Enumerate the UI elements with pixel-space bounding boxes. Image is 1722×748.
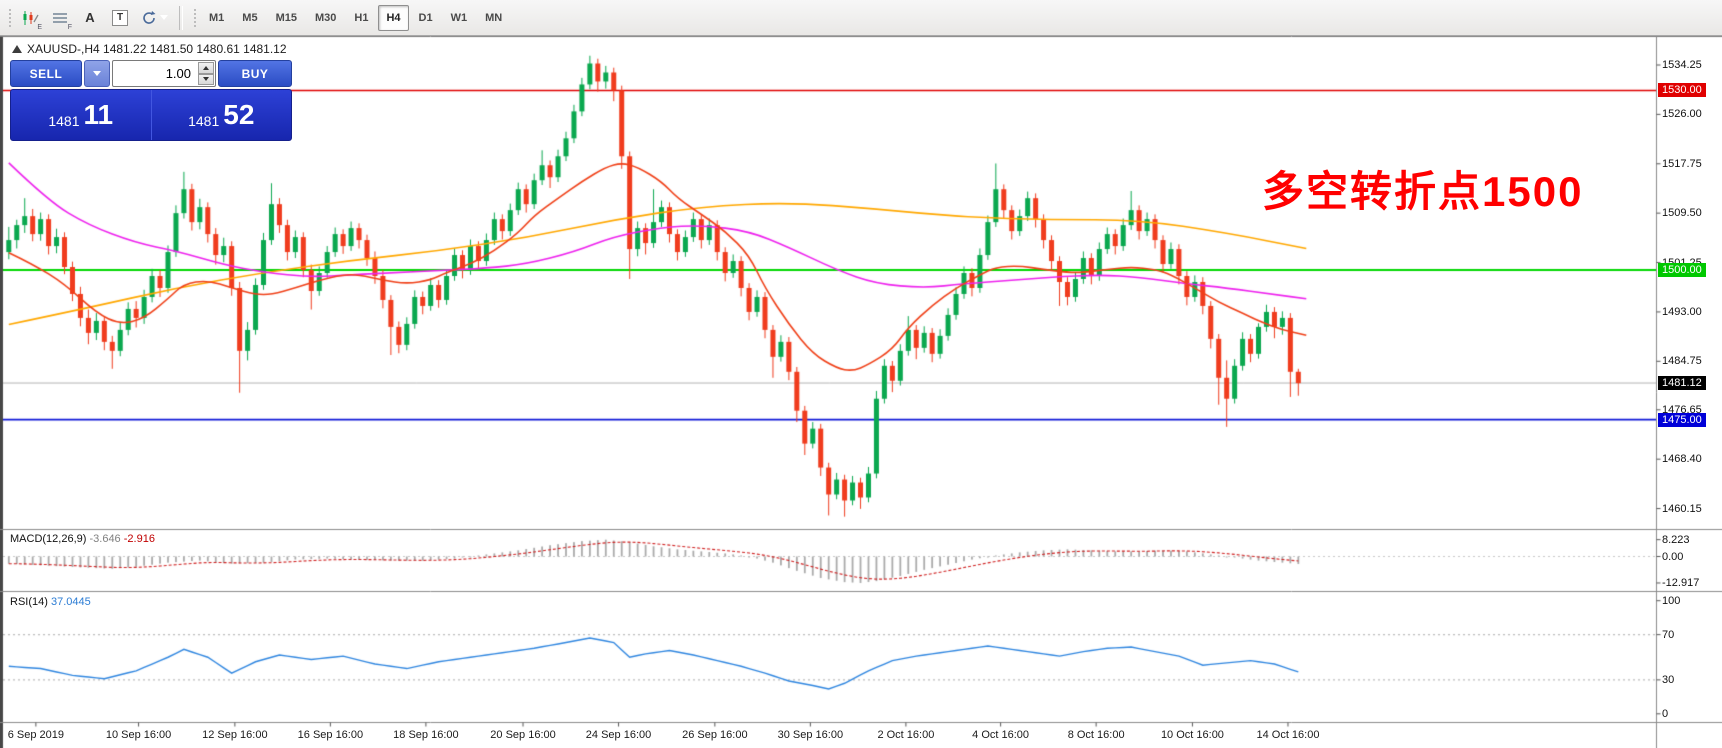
sell-button[interactable]: SELL (10, 60, 82, 87)
chevron-down-icon (93, 71, 101, 76)
chart-title: XAUUSD-,H4 1481.22 1481.50 1480.61 1481.… (12, 42, 287, 56)
one-click-trading-panel: SELL BUY 1481 11 1481 52 (10, 60, 292, 141)
timeframe-button-w1[interactable]: W1 (450, 11, 468, 24)
cycles-tool-icon[interactable] (136, 4, 172, 32)
sell-price-big: 11 (83, 99, 114, 130)
rsi-name: RSI(14) (10, 596, 48, 608)
time-axis-label: 12 Sep 16:00 (202, 729, 268, 741)
spin-up-icon (203, 65, 209, 70)
grid-icon-sub: F (67, 23, 72, 31)
time-axis-label: 18 Sep 16:00 (393, 729, 459, 741)
spin-down-icon (203, 77, 209, 82)
indicators-icon-sub: E (37, 23, 42, 31)
price-tick-label: 1484.75 (1662, 355, 1702, 368)
price-line-label: 1481.12 (1658, 376, 1706, 391)
textbox-tool-glyph: T (112, 9, 128, 26)
sell-price[interactable]: 1481 11 (11, 90, 151, 140)
price-line-label: 1500.00 (1658, 263, 1706, 278)
price-tick-label: 1460.15 (1662, 502, 1702, 515)
grid-icon[interactable]: F (46, 4, 74, 32)
macd-scale-label: 8.223 (1662, 533, 1690, 546)
chart-marker-icon (12, 45, 22, 53)
rsi-scale-label: 70 (1662, 628, 1675, 641)
rsi-scale-label: 0 (1662, 707, 1669, 720)
quote-display: 1481 11 1481 52 (10, 89, 292, 141)
time-axis-label: 20 Sep 16:00 (490, 729, 556, 741)
macd-scale-label: -12.917 (1662, 576, 1700, 589)
timeframe-group: M1 M5 M15 M30 H1 H4 D1 W1 MN (200, 4, 511, 31)
rsi-scale-label: 100 (1662, 594, 1681, 607)
toolbar-separator (179, 5, 183, 30)
timeframe-button-m5[interactable]: M5 (242, 11, 258, 24)
time-axis-label: 10 Sep 16:00 (105, 729, 172, 741)
time-axis-label: 8 Oct 16:00 (1067, 729, 1125, 741)
rsi-label: RSI(14) 37.0445 (10, 596, 91, 608)
price-line-label: 1530.00 (1658, 83, 1706, 98)
price-tick-label: 1509.50 (1662, 207, 1702, 220)
timeframe-button-d1[interactable]: D1 (418, 11, 433, 24)
macd-scale-label: 0.00 (1662, 550, 1684, 563)
volume-decrease-button[interactable] (198, 73, 214, 85)
rsi-scale-label: 30 (1662, 673, 1675, 686)
buy-button[interactable]: BUY (218, 60, 292, 87)
time-axis-label: 24 Sep 16:00 (585, 729, 652, 741)
price-tick-label: 1468.40 (1662, 453, 1702, 466)
toolbar: E F A T M1 M5 M15 M30 H1 H4 D1 W1 MN (0, 0, 1722, 36)
timeframe-button-mn[interactable]: MN (485, 11, 503, 24)
timeframe-button-m30[interactable]: M30 (314, 11, 337, 24)
indicators-icon[interactable]: E (16, 4, 44, 32)
sell-price-small: 1481 (48, 113, 80, 129)
macd-main-value: -3.646 (89, 533, 121, 545)
time-axis-label: 6 Sep 2019 (7, 729, 64, 741)
price-tick-label: 1526.00 (1662, 108, 1702, 121)
time-axis-label: 10 Oct 16:00 (1160, 729, 1224, 741)
quote-divider (150, 90, 152, 140)
volume-dropdown-button[interactable] (84, 60, 110, 87)
textbox-tool-icon[interactable]: T (106, 4, 134, 32)
text-tool-icon[interactable]: A (76, 4, 104, 32)
timeframe-button-m1[interactable]: M1 (209, 11, 225, 24)
time-axis-label: 4 Oct 16:00 (972, 729, 1030, 741)
timeframe-grip (192, 6, 197, 29)
timeframe-button-m15[interactable]: M15 (275, 11, 297, 24)
time-axis-label: 14 Oct 16:00 (1256, 729, 1320, 741)
price-line-label: 1475.00 (1658, 412, 1706, 427)
time-axis-label: 30 Sep 16:00 (777, 729, 844, 741)
time-axis-label: 26 Sep 16:00 (682, 729, 748, 741)
buy-price[interactable]: 1481 52 (152, 90, 292, 140)
price-tick-label: 1493.00 (1662, 305, 1702, 318)
macd-label: MACD(12,26,9) -3.646 -2.916 (10, 533, 155, 545)
rsi-value: 37.0445 (50, 596, 91, 608)
timeframe-button-h1[interactable]: H1 (354, 11, 369, 24)
chart-title-text: XAUUSD-,H4 1481.22 1481.50 1480.61 1481.… (27, 42, 287, 56)
macd-signal-value: -2.916 (123, 533, 155, 545)
volume-increase-button[interactable] (198, 62, 214, 74)
timeframe-button-h4[interactable]: H4 (378, 4, 409, 31)
buy-price-small: 1481 (188, 113, 220, 129)
cycles-dropdown-icon (159, 15, 168, 20)
price-tick-label: 1534.25 (1662, 59, 1702, 71)
time-axis-label: 2 Oct 16:00 (877, 729, 935, 741)
chart-annotation-text: 多空转折点1500 (1262, 168, 1584, 215)
time-axis-label: 16 Sep 16:00 (297, 729, 364, 741)
price-tick-label: 1517.75 (1662, 157, 1702, 170)
text-tool-glyph: A (85, 10, 95, 25)
volume-box (112, 60, 216, 87)
macd-name: MACD(12,26,9) (10, 533, 87, 545)
toolbar-grip (7, 6, 12, 29)
buy-price-big: 52 (223, 99, 255, 130)
